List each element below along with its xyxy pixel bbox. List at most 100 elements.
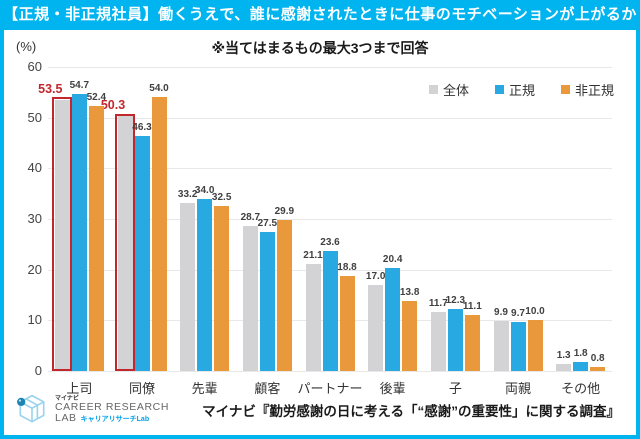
- highlight-box-同僚: [115, 113, 135, 371]
- y-tick-20: 20: [27, 261, 42, 277]
- bar-value-非正規-その他: 0.8: [590, 352, 605, 364]
- legend-label-正規: 正規: [508, 83, 535, 98]
- gridline-60: [48, 67, 612, 68]
- y-tick-50: 50: [27, 109, 42, 125]
- bar-value-正規-その他: 1.8: [573, 347, 588, 359]
- x-label-先輩: 先輩: [191, 381, 218, 396]
- bar-value-非正規-同僚: 54.0: [149, 83, 169, 95]
- bar-value-全体-先輩: 33.2: [177, 188, 198, 200]
- bar-value-全体-顧客: 28.7: [240, 211, 261, 223]
- bar-正規-後輩: [385, 267, 401, 371]
- x-label-その他: その他: [561, 381, 601, 396]
- bar-value-正規-子: 12.3: [445, 294, 466, 306]
- bar-非正規-後輩: [402, 301, 418, 371]
- bar-value-非正規-両親: 10.0: [525, 306, 545, 318]
- legend-item-非正規: 非正規: [560, 80, 614, 99]
- bar-value-正規-後輩: 20.4: [382, 253, 403, 265]
- bar-正規-子: [447, 308, 463, 371]
- bar-全体-パートナー: [305, 264, 321, 371]
- bar-全体-上司: [54, 99, 70, 371]
- legend-label-全体: 全体: [442, 83, 469, 98]
- x-label-パートナー: パートナー: [297, 381, 363, 396]
- bar-非正規-その他: [590, 366, 606, 371]
- bar-value-全体-パートナー: 21.1: [303, 250, 323, 262]
- y-tick-0: 0: [34, 363, 42, 378]
- bar-全体-子: [430, 311, 446, 371]
- bar-正規-パートナー: [322, 251, 338, 371]
- logo-title: CAREER RESEARCH: [55, 401, 170, 414]
- logo-subtitle: LAB キャリアリサーチLab: [55, 413, 169, 424]
- legend-swatch-全体: [428, 85, 438, 94]
- bar-正規-上司: [71, 93, 87, 371]
- unit-label: (%): [16, 39, 37, 54]
- bar-正規-両親: [510, 321, 526, 371]
- legend-item-正規: 正規: [494, 80, 535, 99]
- answer-note: ※当てはまるもの最大3つまで回答: [211, 40, 429, 56]
- bar-正規-顧客: [259, 231, 275, 371]
- bar-全体-同僚: [117, 116, 133, 371]
- bar-value-正規-同僚: 46.3: [132, 122, 152, 134]
- bar-value-全体-子: 11.7: [428, 297, 448, 309]
- bar-非正規-両親: [527, 320, 543, 371]
- chart-title: 【正規・非正規社員】働くうえで、誰に感謝されたときに仕事のモチベーションが上がる…: [3, 6, 637, 23]
- bar-value-全体-同僚: 50.3: [100, 98, 126, 113]
- logo-brand: マイナビ: [55, 395, 79, 402]
- bar-非正規-先輩: [214, 206, 230, 371]
- logo: マイナビ CAREER RESEARCH LAB キャリアリサーチLab: [14, 392, 169, 428]
- y-tick-60: 60: [27, 59, 42, 74]
- x-label-顧客: 顧客: [254, 381, 281, 396]
- bar-value-全体-両親: 9.9: [494, 306, 508, 318]
- bar-非正規-パートナー: [339, 275, 355, 371]
- bar-value-非正規-顧客: 29.9: [274, 205, 295, 217]
- bar-value-非正規-後輩: 13.8: [399, 287, 420, 299]
- legend-label-非正規: 非正規: [574, 83, 614, 98]
- bar-非正規-顧客: [276, 219, 292, 371]
- bar-value-全体-その他: 1.3: [556, 350, 571, 362]
- logo-lab: LAB: [55, 412, 77, 425]
- bar-value-正規-両親: 9.7: [511, 307, 525, 319]
- legend-swatch-正規: [494, 85, 504, 94]
- bar-value-非正規-先輩: 32.5: [211, 192, 232, 204]
- bar-非正規-上司: [88, 105, 104, 371]
- plot-area: 0 10 20 30 40 50 60 53.5 50.3 33.2 28.7 21.1 17.0 11.…: [4, 30, 636, 435]
- bar-正規-同僚: [134, 136, 150, 371]
- x-label-同僚: 同僚: [128, 381, 155, 396]
- legend-item-全体: 全体: [428, 80, 469, 99]
- bar-正規-その他: [573, 361, 589, 371]
- bar-value-正規-上司: 54.7: [69, 79, 90, 91]
- legend-swatch-非正規: [560, 85, 570, 94]
- bar-value-全体-上司: 53.5: [38, 81, 63, 96]
- logo-text: マイナビ CAREER RESEARCH LAB キャリアリサーチLab: [55, 396, 169, 424]
- chart-panel: (%) ※当てはまるもの最大3つまで回答 全体 正規 非正規 0 10 20 30 40 50…: [4, 30, 636, 435]
- bar-非正規-同僚: [151, 97, 167, 371]
- bar-value-正規-先輩: 34.0: [194, 184, 215, 196]
- x-label-両親: 両親: [504, 381, 531, 396]
- gridline-30: [48, 219, 612, 220]
- footer: マイナビ CAREER RESEARCH LAB キャリアリサーチLab マイナ…: [14, 389, 620, 431]
- bar-全体-後輩: [368, 284, 384, 371]
- gridline-0: [48, 371, 612, 372]
- highlight-box-上司: [52, 97, 73, 371]
- bar-全体-両親: [493, 320, 509, 371]
- y-tick-10: 10: [27, 312, 42, 328]
- logo-lab-sub: キャリアリサーチLab: [80, 416, 150, 424]
- x-label-上司: 上司: [66, 381, 93, 396]
- bar-value-非正規-パートナー: 18.8: [337, 261, 357, 273]
- gridline-40: [48, 168, 612, 170]
- x-label-子: 子: [448, 381, 462, 396]
- bar-全体-先輩: [180, 202, 196, 371]
- bar-非正規-子: [464, 314, 480, 371]
- bar-全体-その他: [556, 364, 572, 371]
- logo-cube-icon: [17, 394, 45, 423]
- bar-value-正規-顧客: 27.5: [257, 217, 278, 229]
- bar-全体-顧客: [242, 225, 258, 371]
- source-text: マイナビ『勤労感謝の日に考える「“感謝”の重要性」に関する調査』: [202, 404, 620, 419]
- legend: 全体 正規 非正規: [428, 80, 614, 99]
- logo-dot: [17, 397, 26, 407]
- x-label-後輩: 後輩: [379, 381, 406, 396]
- bar-value-正規-パートナー: 23.6: [320, 237, 340, 249]
- bar-正規-先輩: [197, 198, 213, 371]
- y-tick-30: 30: [27, 211, 42, 226]
- bar-value-全体-後輩: 17.0: [365, 270, 386, 282]
